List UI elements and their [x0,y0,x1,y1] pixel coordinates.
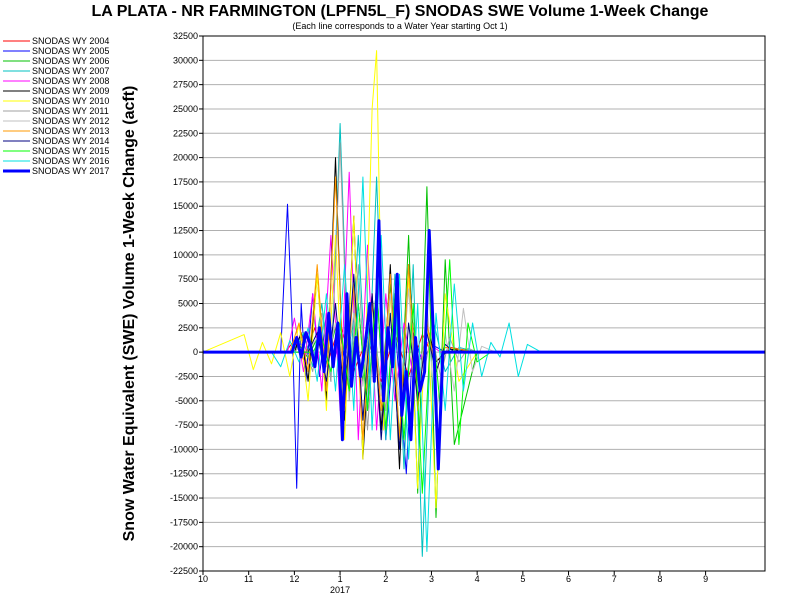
y-tick-label: -15000 [170,493,198,503]
legend-label: SNODAS WY 2010 [32,96,109,106]
legend-label: SNODAS WY 2017 [32,166,109,176]
legend-label: SNODAS WY 2006 [32,56,109,66]
y-tick-label: 32500 [173,31,198,41]
x-tick-label: 3 [429,574,434,584]
x-tick-label: 6 [566,574,571,584]
series-line-snodas-wy-2011 [203,142,765,431]
legend-label: SNODAS WY 2005 [32,46,109,56]
x-tick-label: 12 [289,574,299,584]
plot-grid [203,35,765,572]
y-tick-label: 2500 [178,323,198,333]
x-tick-label: 4 [475,574,480,584]
legend-label: SNODAS WY 2009 [32,86,109,96]
y-tick-label: 20000 [173,153,198,163]
y-tick-label: 7500 [178,274,198,284]
legend-label: SNODAS WY 2016 [32,156,109,166]
legend-label: SNODAS WY 2014 [32,136,109,146]
y-tick-label: 12500 [173,226,198,236]
y-tick-label: 15000 [173,201,198,211]
series-line-snodas-wy-2014 [203,273,765,450]
legend-label: SNODAS WY 2004 [32,36,109,46]
y-tick-label: 22500 [173,128,198,138]
chart-title: LA PLATA - NR FARMINGTON (LPFN5L_F) SNOD… [91,3,709,20]
legend-label: SNODAS WY 2015 [32,146,109,156]
x-tick-label: 5 [520,574,525,584]
y-tick-label: -17500 [170,517,198,527]
y-axis-ticks: 3250030000275002500022500200001750015000… [170,31,203,576]
x-tick-label: 7 [612,574,617,584]
y-tick-label: 17500 [173,177,198,187]
series-line-snodas-wy-2010 [202,50,765,509]
y-tick-label: -12500 [170,469,198,479]
y-axis-label: Snow Water Equivalent (SWE) Volume 1-Wee… [121,86,138,542]
series-line-snodas-wy-2017 [203,219,765,471]
legend-label: SNODAS WY 2008 [32,76,109,86]
legend-label: SNODAS WY 2007 [32,66,109,76]
x-tick-label: 1 [338,574,343,584]
series-line-snodas-wy-2007 [203,123,765,557]
y-tick-label: 0 [193,347,198,357]
y-tick-label: -22500 [170,566,198,576]
y-tick-label: -7500 [175,420,198,430]
y-tick-label: -2500 [175,371,198,381]
y-tick-label: 30000 [173,55,198,65]
y-tick-label: 10000 [173,250,198,260]
y-tick-label: -5000 [175,396,198,406]
plot-series [202,50,765,557]
y-tick-label: 5000 [178,299,198,309]
series-line-snodas-wy-2016 [203,176,765,552]
series-line-snodas-wy-2012 [203,288,765,421]
legend-label: SNODAS WY 2012 [32,116,109,126]
x-tick-label: 8 [657,574,662,584]
y-tick-label: 25000 [173,104,198,114]
x-year-label: 2017 [330,585,350,595]
x-tick-label: 11 [244,574,253,584]
legend-label: SNODAS WY 2013 [32,126,109,136]
x-tick-label: 2 [383,574,388,584]
legend-label: SNODAS WY 2011 [32,106,109,116]
x-tick-label: 9 [703,574,708,584]
y-tick-label: 27500 [173,80,198,90]
y-tick-label: -10000 [170,444,198,454]
y-tick-label: -20000 [170,542,198,552]
chart-subtitle: (Each line corresponds to a Water Year s… [292,21,508,31]
x-tick-label: 10 [198,574,208,584]
